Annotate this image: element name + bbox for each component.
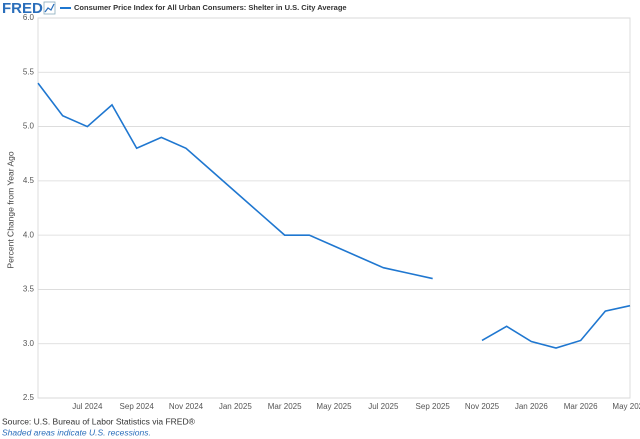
y-tick-label: 5.0: [23, 122, 35, 131]
legend-label: Consumer Price Index for All Urban Consu…: [74, 3, 347, 12]
y-tick-label: 3.0: [23, 339, 35, 348]
x-tick-label: Mar 2025: [268, 402, 302, 411]
y-tick-label: 6.0: [23, 13, 35, 22]
source: Source: U.S. Bureau of Labor Statistics …: [2, 416, 196, 426]
y-tick-label: 4.0: [23, 230, 35, 239]
y-tick-label: 3.5: [23, 285, 35, 294]
x-tick-label: Nov 2024: [169, 402, 204, 411]
x-tick-label: May 2025: [316, 402, 352, 411]
x-tick-label: Sep 2024: [120, 402, 155, 411]
x-tick-label: Mar 2026: [564, 402, 598, 411]
line-series: [481, 304, 631, 349]
logo: FRED: [2, 0, 43, 17]
x-tick-label: Jan 2025: [219, 402, 252, 411]
x-tick-label: Nov 2025: [465, 402, 500, 411]
x-tick-label: Sep 2025: [416, 402, 451, 411]
recession-note[interactable]: Shaded areas indicate U.S. recessions.: [2, 427, 151, 437]
y-tick-label: 5.5: [23, 67, 35, 76]
plot-area: [37, 17, 631, 399]
x-tick-label: Jul 2024: [72, 402, 103, 411]
x-tick-label: Jul 2025: [368, 402, 399, 411]
logo-icon: [43, 1, 56, 15]
x-tick-label: May 2026: [612, 402, 640, 411]
line-series: [37, 82, 433, 280]
y-tick-label: 4.5: [23, 176, 35, 185]
y-axis-label: Percent Change from Year Ago: [5, 151, 15, 268]
y-tick-label: 2.5: [23, 393, 35, 402]
x-tick-label: Jan 2026: [515, 402, 548, 411]
